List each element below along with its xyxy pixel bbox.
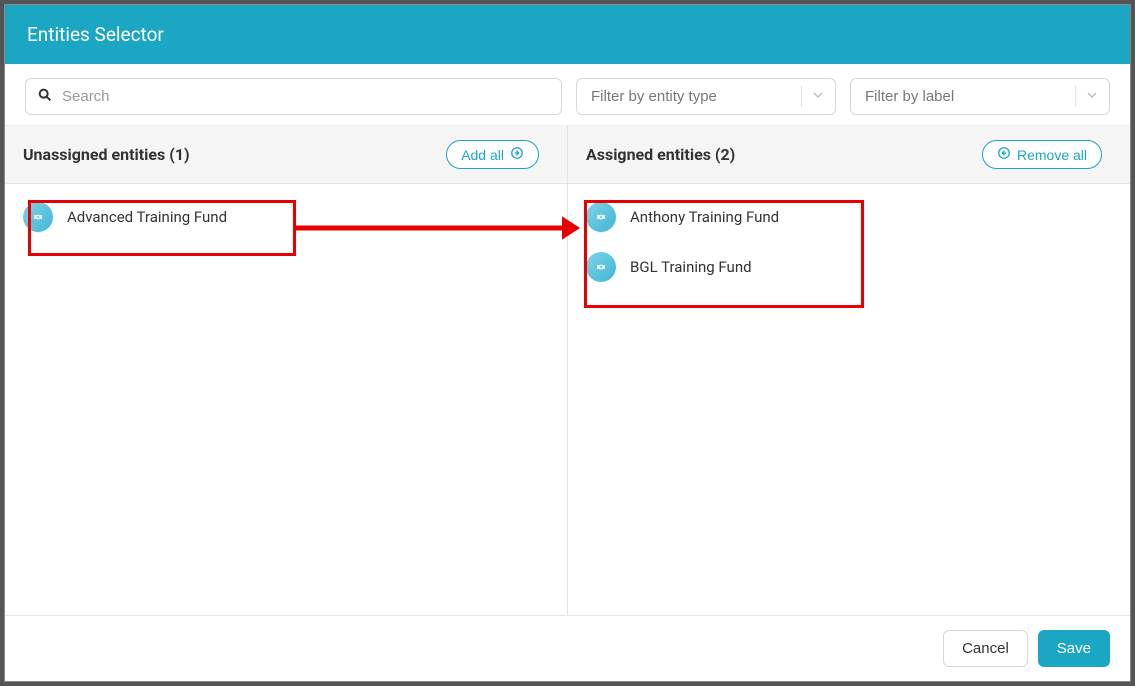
unassigned-list: Advanced Training Fund [5,184,567,615]
cancel-button[interactable]: Cancel [943,630,1028,667]
entity-label: Advanced Training Fund [67,208,227,226]
search-icon [37,87,53,107]
entity-icon [586,202,616,232]
chevron-down-icon [810,87,826,107]
modal-header: Entities Selector [5,5,1130,64]
search-field-wrap [25,78,562,115]
entity-icon [23,202,53,232]
entity-row[interactable]: Advanced Training Fund [5,192,567,242]
arrow-circle-left-icon [997,146,1011,163]
filter-row: Filter by entity type Filter by label [5,64,1130,125]
modal-title: Entities Selector [27,23,164,46]
filter-entity-type[interactable]: Filter by entity type [576,78,836,115]
entity-label: BGL Training Fund [630,258,752,276]
add-all-label: Add all [461,147,504,163]
entity-label: Anthony Training Fund [630,208,779,226]
assigned-panel-header: Assigned entities (2) Remove all [568,126,1130,184]
filter-label-wrap: Filter by label [850,78,1110,115]
panels: Unassigned entities (1) Add all Advanced… [5,125,1130,615]
modal-footer: Cancel Save [5,615,1130,681]
filter-entity-type-wrap: Filter by entity type [576,78,836,115]
search-input[interactable] [25,78,562,115]
unassigned-panel: Unassigned entities (1) Add all Advanced… [5,126,567,615]
select-divider [1075,86,1076,107]
arrow-circle-right-icon [510,146,524,163]
assigned-panel: Assigned entities (2) Remove all Anthony… [567,126,1130,615]
entity-row[interactable]: Anthony Training Fund [568,192,1130,242]
filter-label[interactable]: Filter by label [850,78,1110,115]
cancel-label: Cancel [962,640,1009,657]
filter-entity-type-label: Filter by entity type [591,88,717,105]
entity-icon [586,252,616,282]
unassigned-panel-header: Unassigned entities (1) Add all [5,126,567,184]
entities-selector-modal: Entities Selector Filter by entity type … [4,4,1131,682]
entity-row[interactable]: BGL Training Fund [568,242,1130,292]
assigned-title: Assigned entities (2) [586,145,735,164]
remove-all-label: Remove all [1017,147,1087,163]
unassigned-title: Unassigned entities (1) [23,145,190,164]
filter-label-label: Filter by label [865,88,954,105]
add-all-button[interactable]: Add all [446,140,539,169]
assigned-list: Anthony Training Fund BGL Training Fund [568,184,1130,615]
save-button[interactable]: Save [1038,630,1110,667]
remove-all-button[interactable]: Remove all [982,140,1102,169]
save-label: Save [1057,640,1091,657]
chevron-down-icon [1084,87,1100,107]
select-divider [801,86,802,107]
